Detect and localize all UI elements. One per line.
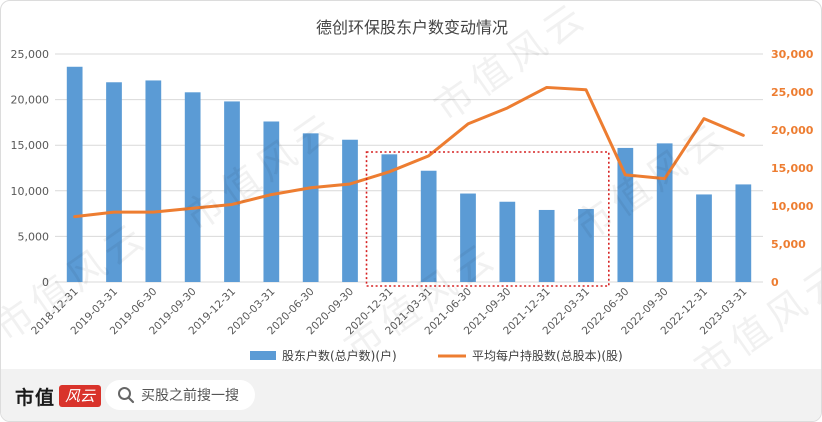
bar xyxy=(342,139,358,282)
line-series xyxy=(73,85,745,219)
search-placeholder[interactable]: 买股之前搜一搜 xyxy=(141,388,239,404)
brand-seal: 风云 xyxy=(59,385,102,407)
bar xyxy=(656,143,673,282)
bar xyxy=(617,147,634,282)
chart: 德创环保股东户数变动情况 0 5,000 10,000 15,000 20,000 25,… xyxy=(11,18,814,363)
bar xyxy=(381,154,398,282)
left-tick-label: 10,000 xyxy=(11,185,50,198)
right-tick-label: 30,000 xyxy=(771,48,814,61)
right-tick-label: 0 xyxy=(771,276,779,289)
highlight-box xyxy=(365,151,610,287)
bar xyxy=(460,193,476,282)
bar xyxy=(145,80,162,282)
right-axis-ticks: 0 5,000 10,000 15,000 20,000 25,000 30,000 xyxy=(771,48,814,289)
bar xyxy=(696,194,712,282)
line-series-path xyxy=(73,85,745,219)
bar xyxy=(578,209,594,282)
left-axis-ticks: 0 5,000 10,000 15,000 20,000 25,000 xyxy=(11,48,50,289)
bar xyxy=(184,92,201,282)
bar xyxy=(302,133,319,282)
left-tick-label: 20,000 xyxy=(11,94,50,107)
right-tick-label: 20,000 xyxy=(771,124,814,137)
bar xyxy=(499,201,516,282)
x-axis-ticks: 2018-12-312019-03-312019-06-302019-09-30… xyxy=(29,286,749,338)
brand-text: 市值 xyxy=(15,386,56,409)
bar xyxy=(538,209,555,282)
bar xyxy=(224,101,240,282)
right-tick-label: 10,000 xyxy=(771,200,814,213)
right-tick-label: 25,000 xyxy=(771,86,814,99)
bar xyxy=(420,170,437,282)
bar xyxy=(106,82,122,282)
left-tick-label: 15,000 xyxy=(11,139,50,152)
grid-lines xyxy=(55,53,763,283)
left-tick-label: 5,000 xyxy=(18,230,50,243)
brand-logo: 市值 风云 xyxy=(15,384,102,409)
bar xyxy=(66,66,83,282)
footer-bar: 市值 风云 买股之前搜一搜 xyxy=(1,369,821,421)
chart-title: 德创环保股东户数变动情况 xyxy=(316,18,508,37)
bar-series xyxy=(66,66,752,282)
bar xyxy=(263,121,280,282)
search-box[interactable]: 买股之前搜一搜 xyxy=(105,380,255,410)
legend-swatch-bar xyxy=(250,351,276,360)
search-icon xyxy=(118,387,135,404)
left-tick-label: 25,000 xyxy=(11,48,50,61)
left-tick-label: 0 xyxy=(42,276,49,289)
bar xyxy=(735,184,752,282)
legend-label-bar: 股东户数(总户数)(户) xyxy=(282,348,397,363)
legend: 股东户数(总户数)(户) 平均每户持股数(总股本)(股) xyxy=(250,348,623,363)
right-tick-label: 15,000 xyxy=(771,162,814,175)
right-tick-label: 5,000 xyxy=(771,238,806,251)
legend-label-line: 平均每户持股数(总股本)(股) xyxy=(472,348,623,363)
highlight-rect xyxy=(365,151,610,287)
